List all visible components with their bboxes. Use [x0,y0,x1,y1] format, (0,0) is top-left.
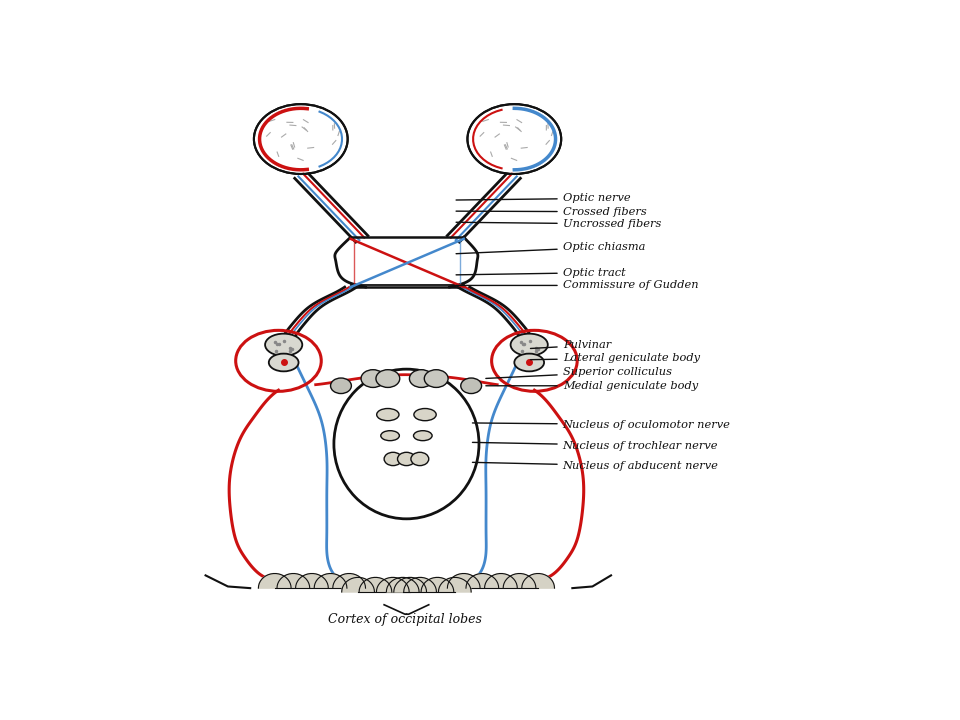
Circle shape [361,369,385,387]
Text: Nucleus of trochlear nerve: Nucleus of trochlear nerve [472,441,718,451]
Circle shape [424,369,448,387]
Circle shape [330,378,351,394]
Polygon shape [333,574,366,588]
Polygon shape [394,577,426,592]
Polygon shape [376,577,409,592]
Text: Crossed fibers: Crossed fibers [456,207,646,217]
Ellipse shape [414,408,436,420]
Polygon shape [404,577,437,592]
Circle shape [411,452,429,466]
Polygon shape [258,574,291,588]
Ellipse shape [515,354,544,372]
Polygon shape [296,574,328,588]
Text: Nucleus of abducent nerve: Nucleus of abducent nerve [472,462,718,471]
Text: Commissure of Gudden: Commissure of Gudden [456,280,698,290]
Text: Optic nerve: Optic nerve [456,194,631,203]
Circle shape [384,452,402,466]
Text: Superior colliculus: Superior colliculus [486,367,672,379]
Polygon shape [447,574,480,588]
Text: Optic chiasma: Optic chiasma [456,242,645,253]
Polygon shape [522,574,555,588]
Text: Uncrossed fibers: Uncrossed fibers [456,219,661,229]
Polygon shape [485,574,517,588]
Text: Nucleus of oculomotor nerve: Nucleus of oculomotor nerve [472,420,731,430]
Text: Pulvinar: Pulvinar [531,341,611,351]
Text: Medial geniculate body: Medial geniculate body [486,381,698,391]
Ellipse shape [376,408,399,420]
Circle shape [468,104,562,174]
Polygon shape [439,577,471,592]
Polygon shape [314,574,347,588]
Polygon shape [342,577,374,592]
Text: Lateral geniculate body: Lateral geniculate body [531,353,700,363]
Ellipse shape [414,431,432,441]
Text: Optic tract: Optic tract [456,268,625,278]
Text: Cortex of occipital lobes: Cortex of occipital lobes [328,613,482,626]
Ellipse shape [265,333,302,356]
Ellipse shape [381,431,399,441]
Ellipse shape [269,354,299,372]
Polygon shape [466,574,498,588]
Circle shape [253,104,348,174]
Polygon shape [421,577,454,592]
Polygon shape [386,577,420,592]
Polygon shape [277,574,310,588]
Circle shape [409,369,433,387]
Ellipse shape [511,333,548,356]
Circle shape [461,378,482,394]
Polygon shape [359,577,392,592]
Circle shape [397,452,416,466]
Ellipse shape [334,369,479,519]
Circle shape [376,369,399,387]
Polygon shape [503,574,536,588]
